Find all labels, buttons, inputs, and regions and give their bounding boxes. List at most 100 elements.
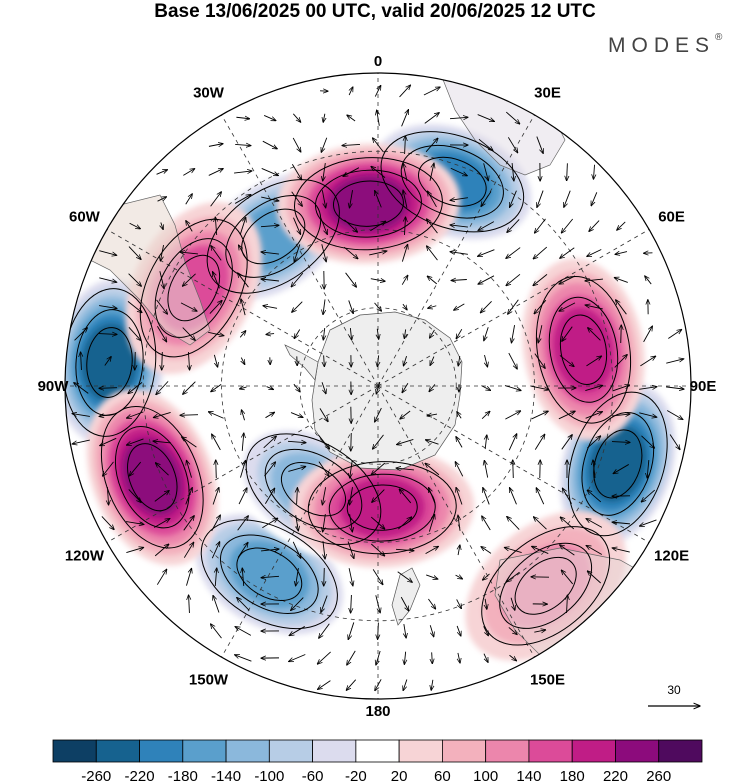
wind-vectors — [72, 85, 684, 691]
wind-arrow-icon — [508, 627, 517, 634]
wind-arrow-icon — [507, 219, 520, 232]
wind-arrow-icon — [209, 300, 222, 314]
wind-arrow-icon — [292, 541, 301, 558]
wind-arrow-icon — [261, 168, 279, 175]
contour-high-110w — [100, 405, 204, 549]
wind-arrow-icon — [135, 351, 136, 370]
wind-arrow-icon — [510, 488, 517, 505]
wind-arrow-icon — [260, 225, 279, 226]
wind-arrow-icon — [239, 331, 246, 338]
wind-arrow-icon — [427, 414, 438, 416]
wind-arrow-icon — [428, 191, 437, 208]
wind-arrow-icon — [512, 163, 514, 181]
wind-arrow-icon — [399, 85, 411, 98]
meridian-label: 90E — [690, 378, 717, 395]
wind-arrow-icon — [395, 549, 414, 550]
wind-arrow-icon — [560, 247, 575, 259]
wind-arrow-icon — [347, 115, 356, 122]
wind-arrow-icon — [483, 653, 488, 663]
colorbar-tick-label: -100 — [254, 768, 284, 783]
wind-arrow-icon — [72, 439, 90, 444]
wind-arrow-icon — [290, 412, 303, 418]
wind-arrow-icon — [639, 412, 656, 417]
contour-high-60w — [139, 218, 248, 358]
wind-arrow-icon — [456, 487, 463, 505]
wind-arrow-icon — [374, 85, 380, 97]
wind-arrow-icon — [450, 252, 468, 255]
wind-arrow-icon — [561, 218, 574, 233]
wind-arrow-icon — [262, 140, 277, 149]
wind-arrow-icon — [450, 167, 467, 175]
contour-line — [332, 180, 404, 227]
wind-arrow-icon — [261, 279, 279, 281]
wind-arrow-icon — [639, 387, 657, 390]
wind-arrow-icon — [292, 113, 300, 122]
colorbar-swatch — [225, 739, 270, 763]
colorbar-tick-label: -140 — [211, 768, 241, 783]
wind-arrow-icon — [617, 221, 626, 230]
wind-arrow-icon — [396, 468, 414, 470]
wind-arrow-icon — [183, 542, 193, 558]
wind-arrow-icon — [484, 327, 489, 340]
colorbar-swatch — [398, 739, 443, 763]
wind-arrow-icon — [506, 273, 521, 285]
wind-arrow-icon — [81, 352, 82, 371]
contour-line — [418, 156, 487, 207]
contour-line — [380, 131, 525, 233]
wind-arrow-icon — [585, 385, 602, 391]
wind-arrow-icon — [666, 387, 684, 389]
wind-arrow-icon — [153, 412, 171, 417]
colorbar-tick-label: 220 — [603, 768, 628, 783]
wind-arrow-icon — [157, 326, 166, 341]
wind-arrow-icon — [586, 519, 603, 528]
wind-arrow-icon — [458, 652, 460, 663]
wind-arrow-icon — [129, 461, 142, 476]
wind-arrow-icon — [323, 163, 326, 181]
wind-arrow-icon — [292, 137, 301, 152]
wind-arrow-icon — [585, 305, 603, 310]
wind-arrow-icon — [261, 252, 279, 254]
colorbar-tick-label: 140 — [516, 768, 541, 783]
wind-arrow-icon — [154, 544, 169, 557]
wind-arrow-icon — [213, 272, 220, 289]
wind-arrow-icon — [593, 164, 594, 179]
wind-arrow-icon — [241, 410, 244, 421]
wind-arrow-icon — [261, 549, 279, 551]
wind-arrow-icon — [456, 437, 463, 448]
wind-arrow-icon — [647, 459, 649, 478]
wind-arrow-icon — [321, 137, 328, 153]
wind-arrow-icon — [297, 488, 298, 505]
wind-arrow-icon — [511, 325, 516, 343]
wind-arrow-icon — [621, 325, 622, 344]
wind-arrow-icon — [560, 517, 575, 530]
wind-arrow-icon — [349, 190, 353, 208]
wind-arrow-icon — [612, 385, 629, 392]
colorbar-swatch — [139, 739, 184, 763]
wind-arrow-icon — [640, 519, 657, 526]
wind-arrow-icon — [510, 597, 515, 611]
wind-arrow-icon — [455, 462, 464, 477]
wind-arrow-icon — [513, 460, 514, 479]
wind-arrow-icon — [212, 487, 219, 505]
wind-arrow-icon — [405, 136, 406, 155]
wind-arrow-icon — [567, 595, 568, 614]
brand-text: MODES — [608, 34, 716, 57]
wind-arrow-icon — [289, 626, 305, 635]
wind-arrow-icon — [240, 387, 247, 389]
wind-arrow-icon — [294, 244, 301, 261]
wind-arrow-icon — [428, 598, 435, 609]
contour-high-5w — [294, 157, 443, 251]
wind-arrow-icon — [611, 442, 630, 443]
wind-arrow-icon — [533, 246, 548, 259]
wind-arrow-icon — [585, 412, 603, 419]
latitude-circle — [221, 229, 535, 543]
wind-arrow-icon — [349, 87, 353, 96]
wind-arrow-icon — [559, 355, 574, 366]
wind-arrow-icon — [456, 328, 463, 339]
wind-arrow-icon — [400, 596, 409, 611]
contour-line — [328, 473, 436, 542]
contour-line — [114, 425, 190, 529]
wind-arrow-icon — [103, 461, 114, 476]
wind-arrow-icon — [534, 353, 545, 369]
wind-arrow-icon — [564, 190, 571, 208]
